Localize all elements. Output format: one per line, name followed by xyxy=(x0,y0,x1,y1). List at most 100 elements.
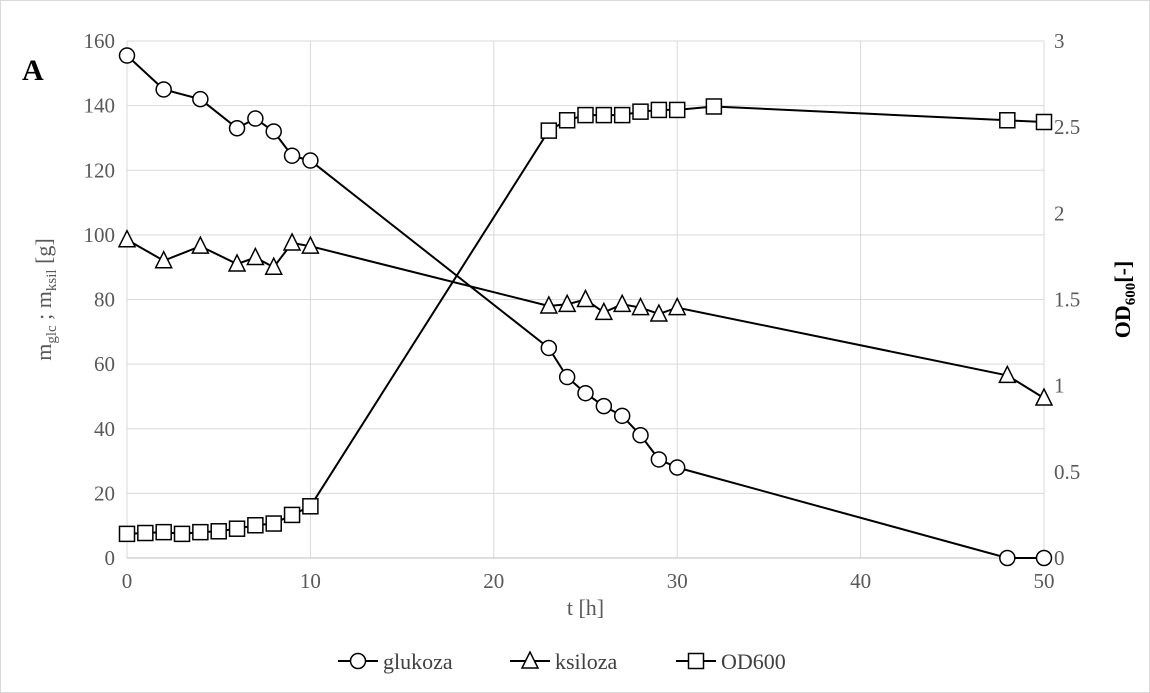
legend-label: glukoza xyxy=(383,649,453,674)
data-point-OD600 xyxy=(613,106,631,124)
y-right-title-part: OD xyxy=(1110,305,1135,338)
data-point-ksiloza xyxy=(1034,387,1054,406)
x-tick-label: 10 xyxy=(300,569,321,593)
y-right-tick-label: 2 xyxy=(1054,201,1065,225)
legend-item-ksiloza: ksiloza xyxy=(510,649,618,674)
y-left-tick-label: 20 xyxy=(94,481,115,505)
data-point-ksiloza xyxy=(594,301,614,321)
data-point-glukoza xyxy=(192,90,209,108)
data-point-OD600 xyxy=(558,112,576,129)
y-left-title-subscript: glc xyxy=(44,325,60,344)
y-left-tick-label: 120 xyxy=(84,158,116,182)
data-point-OD600 xyxy=(247,517,264,534)
data-point-ksiloza xyxy=(191,235,210,254)
data-point-OD600 xyxy=(1035,113,1053,131)
data-point-glukoza xyxy=(558,368,576,386)
data-point-glukoza xyxy=(540,339,558,357)
y-left-tick-label: 80 xyxy=(94,288,115,312)
series-group xyxy=(117,47,1054,567)
data-point-ksiloza xyxy=(264,256,283,275)
data-point-OD600 xyxy=(999,112,1016,129)
data-point-ksiloza xyxy=(998,364,1017,384)
series-glukoza xyxy=(118,47,1053,567)
y-left-title-part: m xyxy=(31,344,56,361)
legend-label: ksiloza xyxy=(555,649,618,674)
y-left-axis-title: mglc ; mksil [g] xyxy=(31,238,60,361)
y-left-tick-label: 40 xyxy=(94,417,115,441)
data-point-glukoza xyxy=(999,549,1016,567)
data-point-OD600 xyxy=(283,506,301,524)
data-point-glukoza xyxy=(613,407,631,425)
data-point-glukoza xyxy=(302,152,319,169)
data-point-ksiloza xyxy=(227,253,247,272)
data-point-OD600 xyxy=(192,523,209,541)
data-point-OD600 xyxy=(577,106,594,124)
data-point-ksiloza xyxy=(301,235,320,254)
legend-item-OD600: OD600 xyxy=(676,649,786,674)
data-point-ksiloza xyxy=(246,246,265,266)
y-right-tick-label: 1.5 xyxy=(1054,288,1080,312)
series-line-OD600 xyxy=(126,105,1045,535)
data-point-ksiloza xyxy=(117,229,137,248)
panel-label: A xyxy=(22,54,44,87)
series-ksiloza xyxy=(117,229,1054,406)
data-point-OD600 xyxy=(228,520,246,537)
data-point-glukoza xyxy=(577,384,594,402)
data-point-glukoza xyxy=(247,110,264,127)
series-OD600 xyxy=(118,98,1053,543)
data-point-glukoza xyxy=(1035,549,1053,567)
data-point-glukoza xyxy=(228,119,246,137)
data-point-OD600 xyxy=(705,98,723,115)
y-right-title-part: [-] xyxy=(1110,261,1135,283)
y-left-tick-label: 140 xyxy=(84,94,116,118)
data-point-OD600 xyxy=(668,101,686,119)
y-right-tick-label: 2.5 xyxy=(1054,115,1080,139)
data-point-ksiloza xyxy=(631,296,650,316)
data-point-ksiloza xyxy=(612,293,632,313)
data-point-OD600 xyxy=(173,525,191,543)
data-point-OD600 xyxy=(540,122,558,139)
y-left-tick-label: 100 xyxy=(84,223,116,247)
data-point-OD600 xyxy=(155,523,172,541)
data-point-OD600 xyxy=(632,103,649,120)
legend-label: OD600 xyxy=(721,649,786,674)
x-tick-label: 30 xyxy=(667,569,688,593)
data-point-glukoza xyxy=(668,459,686,476)
y-right-tick-label: 3 xyxy=(1054,29,1065,53)
data-point-OD600 xyxy=(595,106,613,124)
data-point-OD600 xyxy=(265,515,282,532)
legend: glukoza ksiloza OD600 xyxy=(338,649,786,674)
data-point-ksiloza xyxy=(282,232,302,251)
data-point-ksiloza xyxy=(539,295,559,314)
data-point-ksiloza xyxy=(576,288,595,308)
x-axis-title: t [h] xyxy=(567,595,604,620)
y-left-title-part: [g] xyxy=(31,238,56,269)
x-tick-label: 20 xyxy=(483,569,504,593)
y-right-axis-title: OD600[-] xyxy=(1110,261,1139,338)
data-point-ksiloza xyxy=(154,250,173,269)
legend-marker-square xyxy=(687,652,705,670)
data-point-OD600 xyxy=(210,523,227,540)
data-point-glukoza xyxy=(155,81,172,98)
y-left-tick-label: 60 xyxy=(94,352,115,376)
legend-marker-circle xyxy=(349,652,367,670)
x-tick-label: 0 xyxy=(122,569,133,593)
data-point-glukoza xyxy=(283,147,301,164)
y-left-tick-label: 0 xyxy=(105,546,116,570)
y-left-title-part: ; m xyxy=(31,291,56,325)
data-point-glukoza xyxy=(118,47,136,64)
legend-item-glukoza: glukoza xyxy=(338,649,453,674)
data-point-ksiloza xyxy=(667,296,687,316)
data-point-ksiloza xyxy=(557,293,577,313)
data-point-OD600 xyxy=(118,525,136,543)
y-right-tick-label: 0 xyxy=(1054,546,1065,570)
y-right-tick-label: 0.5 xyxy=(1054,460,1080,484)
data-point-OD600 xyxy=(137,524,154,542)
y-left-tick-label: 160 xyxy=(84,29,116,53)
y-left-title-subscript: ksil xyxy=(44,269,60,291)
data-point-OD600 xyxy=(302,498,319,515)
x-tick-label: 50 xyxy=(1034,569,1055,593)
